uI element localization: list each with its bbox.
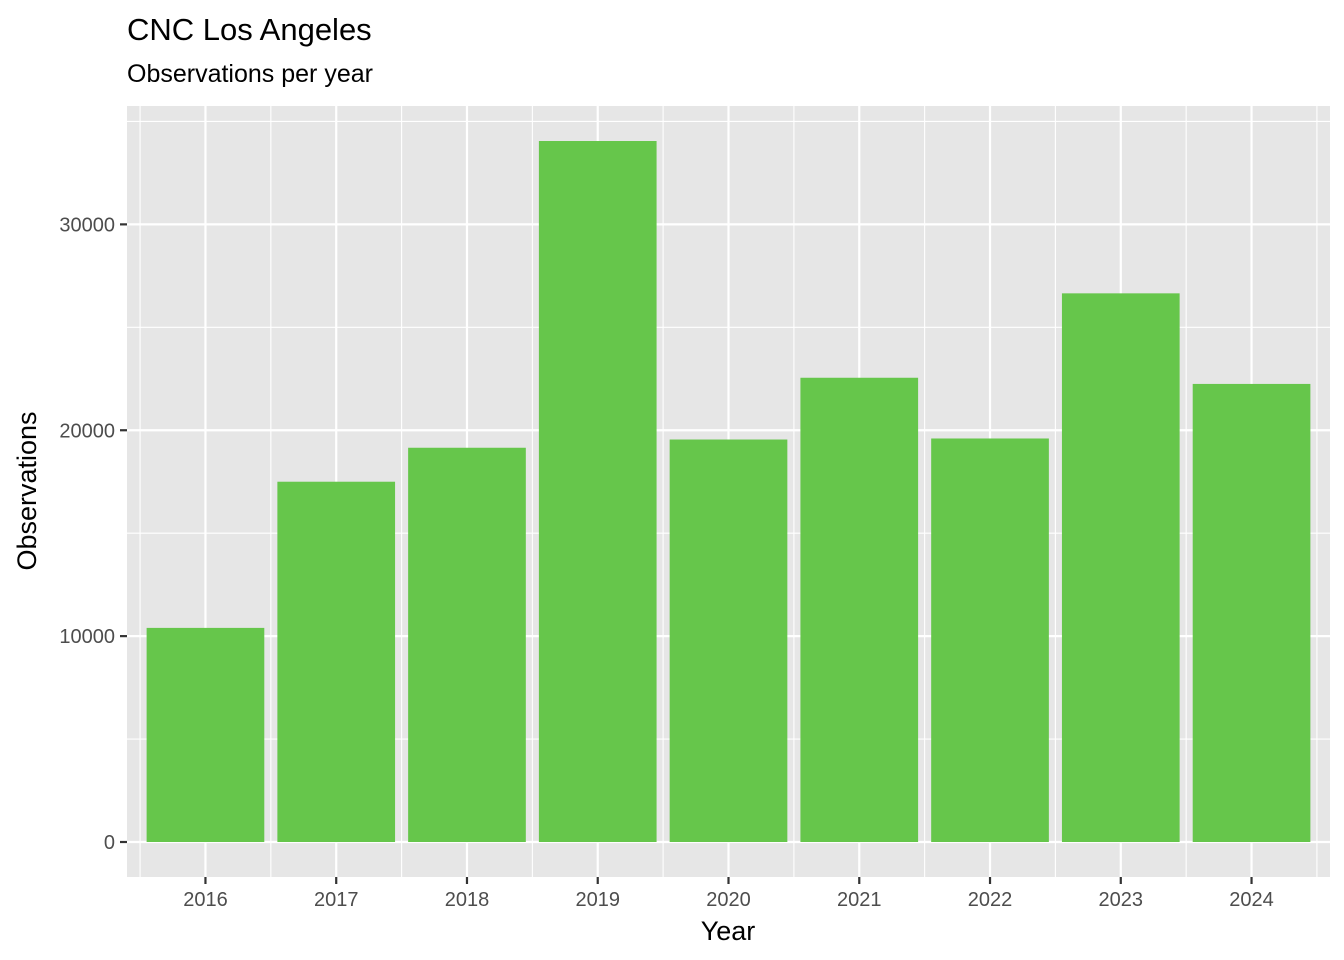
bar-2018	[408, 447, 526, 843]
x-tick-label-2024: 2024	[1229, 889, 1274, 911]
x-axis-title: Year	[701, 916, 756, 946]
x-tick-label-2016: 2016	[183, 889, 228, 911]
x-tick-label-2023: 2023	[1099, 889, 1144, 911]
bar-2021	[800, 377, 919, 843]
bar-2016	[146, 627, 265, 843]
x-tick-label-2020: 2020	[706, 889, 751, 911]
x-tick-label-2018: 2018	[445, 889, 490, 911]
y-tick-label-20000: 20000	[59, 420, 115, 442]
bar-2017	[277, 481, 396, 843]
bar-2022	[931, 438, 1049, 843]
bar-2019	[538, 140, 657, 843]
y-axis: 0 10000 20000 30000	[59, 214, 127, 854]
x-tick-label-2017: 2017	[314, 889, 359, 911]
y-tick-label-0: 0	[104, 832, 115, 854]
bar-2024	[1192, 383, 1311, 843]
x-tick-label-2019: 2019	[575, 889, 620, 911]
x-tick-label-2021: 2021	[837, 889, 882, 911]
bar-2023	[1061, 293, 1180, 843]
chart-subtitle: Observations per year	[127, 60, 373, 88]
y-tick-label-30000: 30000	[59, 214, 115, 236]
x-axis: 2016 2017 2018 2019 2020 2021 2022 2023 2024	[183, 877, 1274, 911]
chart-title: CNC Los Angeles	[127, 12, 372, 47]
bar-2020	[669, 439, 788, 843]
bars	[146, 140, 1311, 843]
x-tick-label-2022: 2022	[968, 889, 1013, 911]
y-axis-title: Observations	[12, 411, 42, 570]
y-tick-label-10000: 10000	[59, 626, 115, 648]
